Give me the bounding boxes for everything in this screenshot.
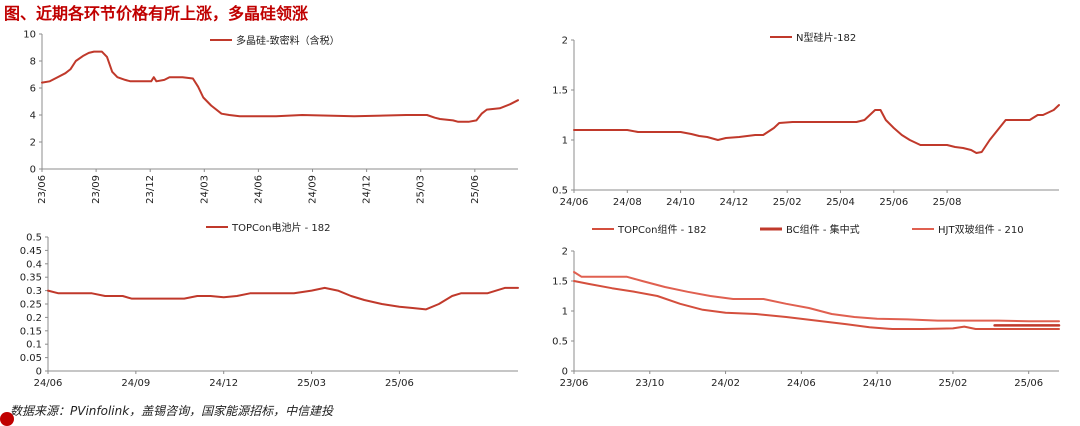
y-tick-label: 4: [30, 111, 36, 122]
y-tick-label: 0: [36, 367, 42, 378]
series-line: [573, 280, 1060, 330]
x-tick-label: 25/02: [773, 197, 802, 208]
y-tick-label: 2: [562, 36, 568, 47]
y-tick-label: 1.5: [552, 277, 568, 288]
y-tick-label: 0.15: [20, 326, 42, 337]
y-tick-label: 6: [30, 84, 36, 95]
y-tick-label: 1: [562, 136, 568, 147]
x-tick-label: 23/12: [145, 175, 156, 204]
y-tick-label: 0: [562, 367, 568, 378]
x-tick-label: 25/03: [297, 378, 326, 389]
y-tick-label: 0.3: [26, 286, 42, 297]
y-tick-label: 8: [30, 57, 36, 68]
y-tick-label: 2: [30, 138, 36, 149]
x-tick-label: 23/09: [91, 175, 102, 204]
series-line: [573, 271, 1060, 323]
x-tick-label: 24/02: [711, 378, 740, 389]
x-tick-label: 24/06: [253, 175, 264, 204]
series-line: [41, 50, 519, 123]
x-tick-label: 23/06: [37, 175, 48, 204]
legend-label: 多晶硅-致密料（含税）: [236, 34, 340, 47]
x-tick-label: 25/03: [416, 175, 427, 204]
y-tick-label: 0: [30, 165, 36, 176]
x-tick-label: 24/06: [560, 197, 589, 208]
x-tick-label: 25/02: [938, 378, 967, 389]
y-tick-label: 2: [562, 247, 568, 258]
x-tick-label: 23/10: [635, 378, 664, 389]
brand-mark: [0, 412, 14, 426]
y-tick-label: 0.4: [26, 259, 42, 270]
x-tick-label: 25/06: [385, 378, 414, 389]
legend-label: HJT双玻组件 - 210: [938, 223, 1024, 236]
modules-chart: 0 0.5 1 1.5 2 23/06 23/10 24/02 24/06 24/10 25/02 2…: [552, 223, 1061, 389]
y-tick-label: 0.35: [20, 273, 42, 284]
legend-label: TOPCon电池片 - 182: [231, 221, 331, 234]
x-tick-label: 24/12: [719, 197, 748, 208]
series-line: [573, 104, 1060, 154]
y-tick-label: 0.5: [552, 186, 568, 197]
x-tick-label: 25/06: [1014, 378, 1043, 389]
y-tick-label: 0.2: [26, 313, 42, 324]
page-title: 图、近期各环节价格有所上涨，多晶硅领涨: [4, 4, 309, 23]
x-tick-label: 24/12: [362, 175, 373, 204]
x-tick-label: 24/10: [863, 378, 892, 389]
x-tick-label: 24/03: [199, 175, 210, 204]
y-tick-label: 0.45: [20, 246, 42, 257]
n-wafer-chart: 0.5 1 1.5 2 24/06 24/08 24/10 24/12 25/02 25/04 25…: [552, 31, 1060, 208]
y-tick-label: 10: [23, 30, 36, 41]
series-line: [47, 286, 519, 311]
x-tick-label: 24/06: [787, 378, 816, 389]
legend-label: N型硅片-182: [796, 31, 856, 44]
y-tick-label: 1: [562, 307, 568, 318]
y-tick-label: 0.1: [26, 340, 42, 351]
y-tick-label: 0.5: [552, 337, 568, 348]
x-tick-label: 24/06: [34, 378, 63, 389]
x-tick-label: 24/09: [121, 378, 150, 389]
x-tick-label: 25/04: [826, 197, 855, 208]
x-tick-label: 24/08: [613, 197, 642, 208]
y-tick-label: 0.05: [20, 353, 42, 364]
data-source: 数据来源：PVinfolink，盖锡咨询，国家能源招标，中信建投: [10, 404, 334, 418]
topcon-cell-chart: 0 0.05 0.1 0.15 0.2 0.25 0.3 0.35 0.4 0.45 0.5 24/0…: [20, 221, 519, 389]
legend-label: BC组件 - 集中式: [786, 223, 860, 236]
x-tick-label: 25/06: [879, 197, 908, 208]
y-tick-label: 0.5: [26, 233, 42, 244]
y-tick-label: 1.5: [552, 86, 568, 97]
x-tick-label: 24/10: [666, 197, 695, 208]
polysilicon-chart: 0 2 4 6 8 10 23/06 23/09 23/12 24/03 24/06 24/09 24/…: [23, 30, 519, 204]
x-tick-label: 25/06: [470, 175, 481, 204]
x-tick-label: 24/09: [308, 175, 319, 204]
legend-label: TOPCon组件 - 182: [617, 223, 707, 236]
x-tick-label: 25/08: [933, 197, 962, 208]
y-tick-label: 0.25: [20, 300, 42, 311]
x-tick-label: 24/12: [209, 378, 238, 389]
x-tick-label: 23/06: [560, 378, 589, 389]
